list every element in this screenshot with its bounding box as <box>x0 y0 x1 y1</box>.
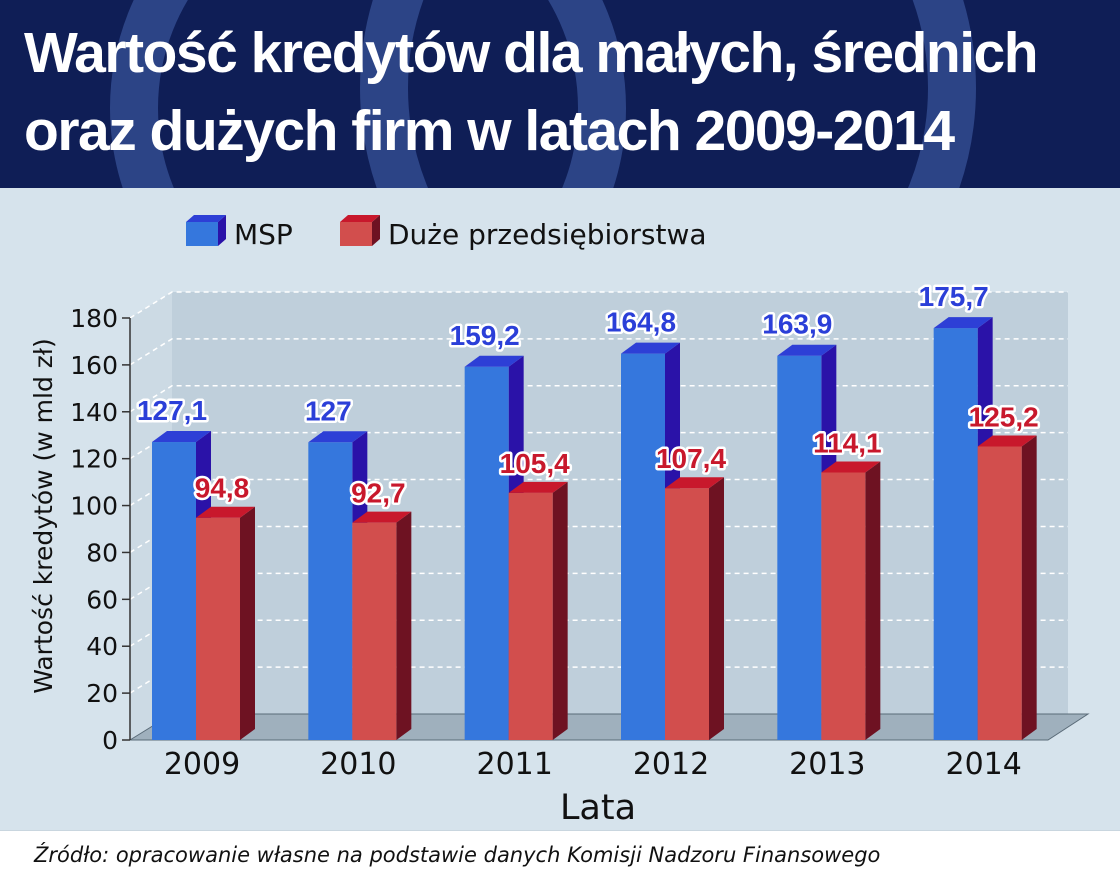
bar-duze-2009-side <box>240 506 255 740</box>
grid-line <box>129 385 1068 413</box>
bar-duze-2014 <box>977 446 1022 740</box>
bar-msp-2009 <box>152 442 196 740</box>
bar-duze-2013-side <box>865 461 881 740</box>
data-label-msp-2013: 163,9 <box>762 309 832 340</box>
bar-msp-2013 <box>777 355 822 740</box>
bar-msp-2013-top <box>777 344 837 356</box>
data-label-duze-2009: 94,8 <box>195 473 250 504</box>
bar-msp-2010 <box>308 442 353 740</box>
legend-msp-swatch <box>186 222 218 246</box>
bar-msp-2010-top <box>308 431 368 443</box>
x-tick-label-2014: 2014 <box>945 747 1021 782</box>
data-label-msp-2011: 159,2 <box>450 320 520 351</box>
bar-duze-2011-side <box>552 481 568 740</box>
data-label-duze-2011: 105,4 <box>500 448 570 479</box>
bar-duze-2014-top <box>977 435 1037 447</box>
back-wall <box>172 292 1068 714</box>
data-label-duze-2012: 107,4 <box>656 443 726 474</box>
y-tick-label: 60 <box>86 585 118 614</box>
bar-msp-2011 <box>464 366 509 740</box>
bar-duze-2009 <box>196 517 240 740</box>
bar-duze-2010-side <box>396 511 412 740</box>
bar-msp-2014 <box>933 328 978 740</box>
legend-msp: MSP <box>186 215 293 251</box>
chart-title: Wartość kredytów dla małych, średnich or… <box>24 14 1114 170</box>
data-label-duze-2013: 114,1 <box>813 427 882 458</box>
bar-duze-2014-side <box>1021 435 1037 740</box>
legend: MSP Duże przedsiębiorstwa <box>186 215 707 251</box>
y-tick-label: 0 <box>102 726 118 755</box>
bar-duze-2012 <box>665 488 709 740</box>
x-tick-label-2013: 2013 <box>789 747 865 782</box>
x-tick-label-2011: 2011 <box>476 747 552 782</box>
bar-duze-2012-side <box>709 477 724 740</box>
x-tick-label-2010: 2010 <box>320 747 396 782</box>
legend-duze-swatch <box>340 222 372 246</box>
bar-duze-2010 <box>352 522 397 740</box>
y-axis-label: Wartość kredytów (w mld zł) <box>29 338 58 694</box>
y-tick-label: 180 <box>70 304 118 333</box>
legend-duze-swatch-top <box>340 215 380 222</box>
data-label-msp-2012: 164,8 <box>606 307 676 338</box>
bar-msp-2014-top <box>933 317 993 329</box>
bar-duze-2011-top <box>508 481 568 493</box>
y-tick-label: 120 <box>70 445 118 474</box>
data-labels: 127,1 94,8 127 92,7 159,2 105,4 164,8 107,4 163,… <box>134 279 1041 512</box>
y-tick-label: 160 <box>70 351 118 380</box>
bar-duze-2010-top <box>352 511 412 523</box>
bar-msp-2011-top <box>464 355 524 367</box>
legend-msp-swatch-side <box>218 215 226 246</box>
legend-duze-label: Duże przedsiębiorstwa <box>388 218 707 251</box>
data-label-duze-2010: 92,7 <box>351 478 406 509</box>
x-tick-label-2009: 2009 <box>164 747 240 782</box>
bar-msp-2012-top <box>621 342 680 354</box>
x-axis-ticks: 2009 2010 2011 2012 2013 2014 <box>164 747 1022 782</box>
legend-duze: Duże przedsiębiorstwa <box>340 215 707 251</box>
bar-chart: 0 20 40 60 80 100 120 140 160 180 127,1 94,8 127 92,… <box>29 215 1090 828</box>
x-axis-label: Lata <box>560 788 636 828</box>
legend-msp-label: MSP <box>234 218 293 251</box>
y-tick-label: 80 <box>86 538 118 567</box>
grid-line <box>129 338 1068 366</box>
y-tick-label: 40 <box>86 632 118 661</box>
title-line-2: oraz dużych firm w latach 2009-2014 <box>24 99 955 163</box>
y-tick-label: 100 <box>70 492 118 521</box>
header-banner: Wartość kredytów dla małych, średnich or… <box>0 0 1120 188</box>
bar-duze-2011 <box>508 492 553 740</box>
data-label-msp-2014: 175,7 <box>919 281 989 312</box>
bar-duze-2013 <box>821 472 866 740</box>
data-label-msp-2009: 127,1 <box>137 395 207 426</box>
legend-msp-swatch-top <box>186 215 226 222</box>
bars <box>152 317 1037 740</box>
bar-duze-2013-top <box>821 461 881 473</box>
y-axis: 0 20 40 60 80 100 120 140 160 180 <box>70 304 131 755</box>
x-tick-label-2012: 2012 <box>633 747 709 782</box>
source-text: Źródło: opracowanie własne na podstawie … <box>34 843 881 867</box>
bar-msp-2009-top <box>152 431 211 443</box>
grid-line <box>129 291 1068 319</box>
decorative-ring <box>360 0 976 188</box>
data-label-duze-2014: 125,2 <box>969 401 1039 432</box>
legend-duze-swatch-side <box>372 215 380 246</box>
source-footer: Źródło: opracowanie własne na podstawie … <box>0 830 1120 881</box>
bar-msp-2012 <box>621 353 665 740</box>
data-label-msp-2010: 127 <box>305 395 352 426</box>
bar-duze-2012-top <box>665 477 724 489</box>
bar-duze-2009-top <box>196 506 255 518</box>
title-line-1: Wartość kredytów dla małych, średnich <box>24 21 1039 85</box>
y-tick-label: 20 <box>86 679 118 708</box>
y-tick-label: 140 <box>70 398 118 427</box>
